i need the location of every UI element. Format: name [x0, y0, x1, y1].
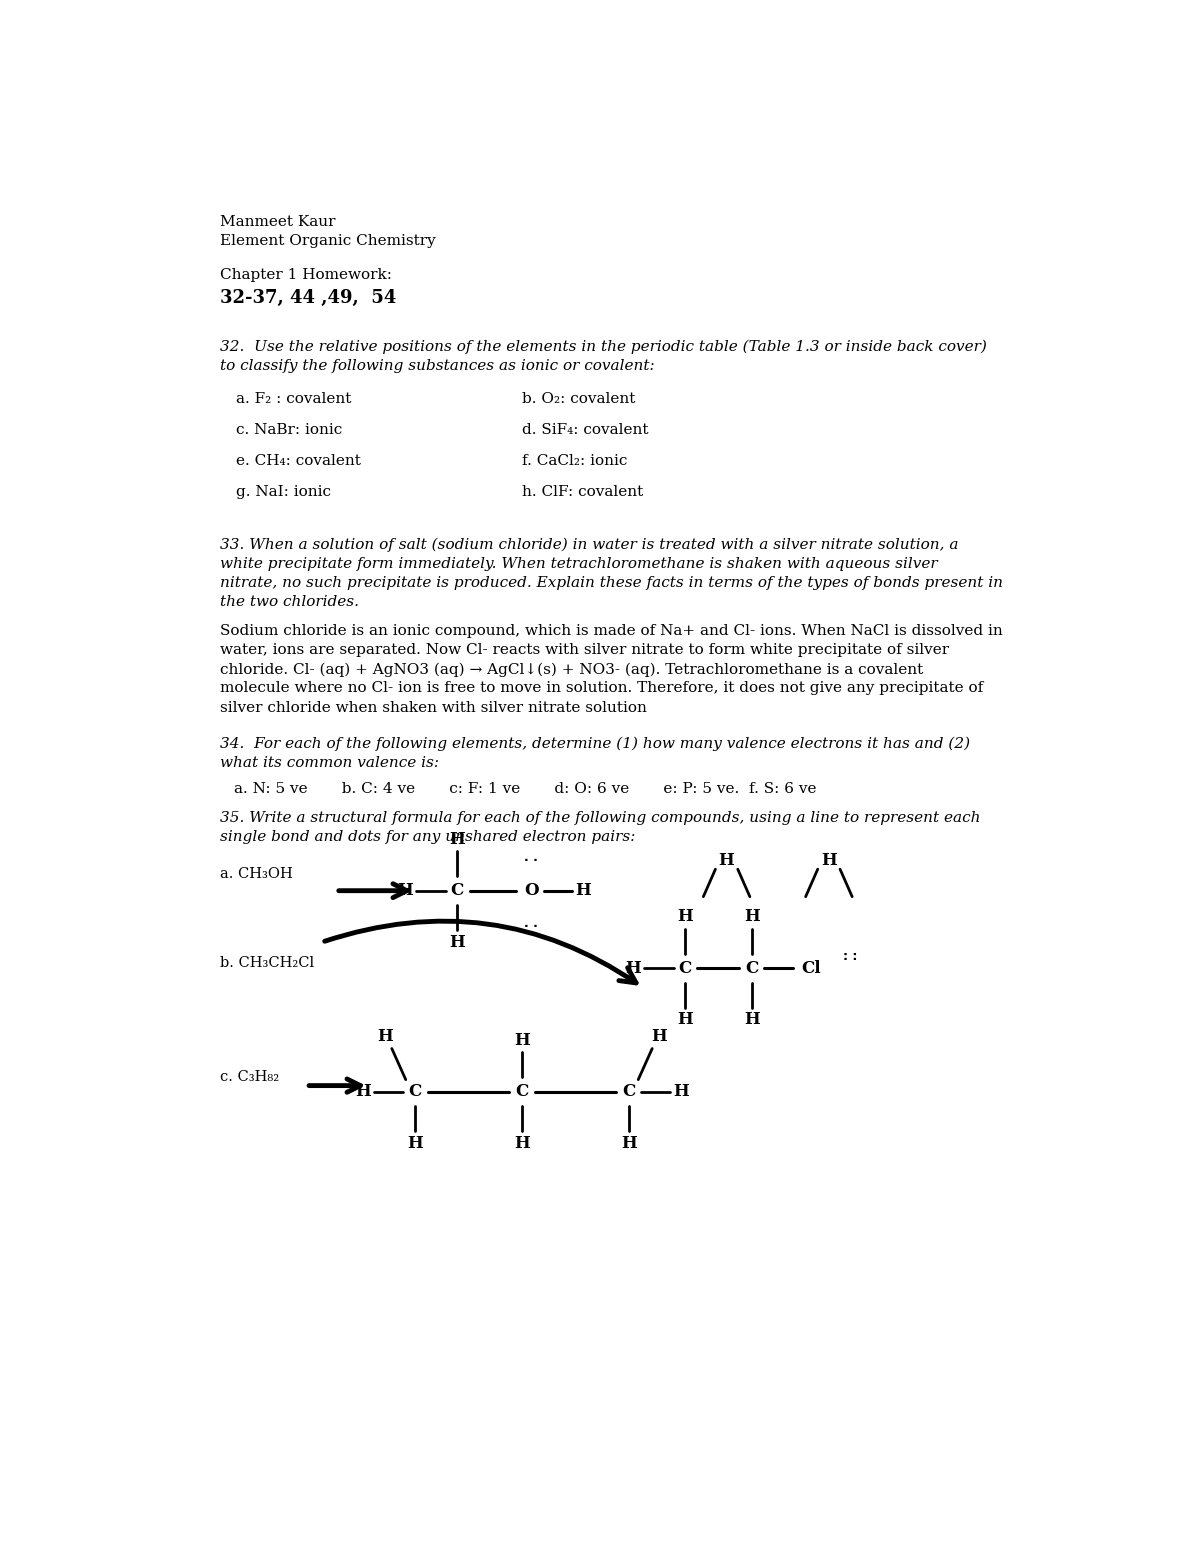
Text: e. CH₄: covalent: e. CH₄: covalent — [236, 453, 361, 467]
Text: c. NaBr: ionic: c. NaBr: ionic — [236, 422, 343, 436]
Text: chloride. Cl- (aq) + AgNO3 (aq) → AgCl↓(s) + NO3- (aq). Tetrachloromethane is a : chloride. Cl- (aq) + AgNO3 (aq) → AgCl↓(… — [220, 662, 923, 677]
Text: H: H — [625, 960, 641, 977]
Text: Cl: Cl — [802, 960, 821, 977]
Text: c. C₃H₈₂: c. C₃H₈₂ — [220, 1070, 278, 1084]
Text: H: H — [449, 831, 464, 848]
Text: white precipitate form immediately. When tetrachloromethane is shaken with aqueo: white precipitate form immediately. When… — [220, 558, 937, 572]
Text: Element Organic Chemistry: Element Organic Chemistry — [220, 235, 436, 248]
Text: to classify the following substances as ionic or covalent:: to classify the following substances as … — [220, 359, 654, 373]
Text: C: C — [623, 1082, 636, 1100]
Text: 32.  Use the relative positions of the elements in the periodic table (Table 1.3: 32. Use the relative positions of the el… — [220, 340, 986, 354]
Text: H: H — [677, 909, 692, 926]
Text: molecule where no Cl- ion is free to move in solution. Therefore, it does not gi: molecule where no Cl- ion is free to mov… — [220, 682, 983, 696]
Text: C: C — [678, 960, 691, 977]
Text: C: C — [515, 1082, 529, 1100]
Text: H: H — [514, 1135, 530, 1151]
Text: 32-37, 44 ,49,  54: 32-37, 44 ,49, 54 — [220, 289, 396, 307]
FancyArrowPatch shape — [325, 921, 636, 983]
Text: f. CaCl₂: ionic: f. CaCl₂: ionic — [522, 453, 628, 467]
Text: silver chloride when shaken with silver nitrate solution: silver chloride when shaken with silver … — [220, 700, 647, 714]
Text: H: H — [622, 1135, 637, 1151]
Text: H: H — [576, 882, 592, 899]
Text: H: H — [673, 1082, 689, 1100]
Text: H: H — [378, 1028, 394, 1045]
Text: H: H — [407, 1135, 422, 1151]
Text: . .: . . — [524, 916, 539, 930]
Text: 33. When a solution of salt (sodium chloride) in water is treated with a silver : 33. When a solution of salt (sodium chlo… — [220, 537, 959, 553]
Text: H: H — [355, 1082, 371, 1100]
Text: H: H — [449, 933, 464, 950]
Text: C: C — [408, 1082, 421, 1100]
Text: Sodium chloride is an ionic compound, which is made of Na+ and Cl- ions. When Na: Sodium chloride is an ionic compound, wh… — [220, 624, 1002, 638]
Text: H: H — [821, 853, 836, 870]
Text: nitrate, no such precipitate is produced. Explain these facts in terms of the ty: nitrate, no such precipitate is produced… — [220, 576, 1003, 590]
Text: H: H — [677, 1011, 692, 1028]
Text: H: H — [650, 1028, 666, 1045]
Text: h. ClF: covalent: h. ClF: covalent — [522, 486, 643, 500]
Text: the two chlorides.: the two chlorides. — [220, 595, 359, 609]
Text: a. CH₃OH: a. CH₃OH — [220, 867, 293, 881]
Text: g. NaI: ionic: g. NaI: ionic — [236, 486, 331, 500]
Text: 35. Write a structural formula for each of the following compounds, using a line: 35. Write a structural formula for each … — [220, 811, 980, 825]
Text: C: C — [745, 960, 758, 977]
Text: O: O — [524, 882, 539, 899]
Text: water, ions are separated. Now Cl- reacts with silver nitrate to form white prec: water, ions are separated. Now Cl- react… — [220, 643, 949, 657]
Text: b. CH₃CH₂Cl: b. CH₃CH₂Cl — [220, 957, 314, 971]
Text: H: H — [744, 909, 760, 926]
Text: Manmeet Kaur: Manmeet Kaur — [220, 214, 335, 228]
Text: C: C — [450, 882, 463, 899]
Text: H: H — [514, 1031, 530, 1048]
Text: H: H — [744, 1011, 760, 1028]
Text: : :: : : — [844, 950, 858, 963]
Text: H: H — [719, 853, 734, 870]
Text: Chapter 1 Homework:: Chapter 1 Homework: — [220, 267, 391, 281]
Text: a. F₂ : covalent: a. F₂ : covalent — [236, 391, 352, 405]
Text: H: H — [397, 882, 413, 899]
Text: single bond and dots for any unshared electron pairs:: single bond and dots for any unshared el… — [220, 829, 635, 843]
Text: d. SiF₄: covalent: d. SiF₄: covalent — [522, 422, 648, 436]
Text: a. N: 5 ve       b. C: 4 ve       c: F: 1 ve       d: O: 6 ve       e: P: 5 ve. : a. N: 5 ve b. C: 4 ve c: F: 1 ve d: O: 6… — [234, 781, 816, 795]
Text: . .: . . — [524, 851, 539, 865]
Text: 34.  For each of the following elements, determine (1) how many valence electron: 34. For each of the following elements, … — [220, 736, 970, 750]
Text: b. O₂: covalent: b. O₂: covalent — [522, 391, 635, 405]
Text: what its common valence is:: what its common valence is: — [220, 756, 439, 770]
